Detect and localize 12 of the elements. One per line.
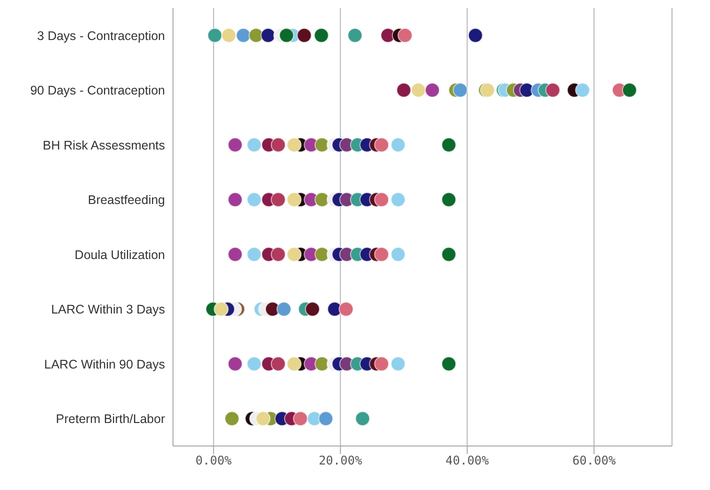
y-tick-label: Breastfeeding	[88, 193, 166, 208]
x-tick-label: 60.00%	[572, 454, 616, 468]
x-tick-label: 0.00%	[196, 454, 232, 468]
x-tick-label: 40.00%	[446, 454, 490, 468]
x-tick-label: 20.00%	[318, 454, 363, 468]
y-tick-label: LARC Within 90 Days	[44, 357, 165, 372]
y-tick-label: BH Risk Assessments	[42, 138, 165, 152]
y-tick-label: 90 Days - Contraception	[30, 84, 166, 98]
y-tick-label: Preterm Birth/Labor	[56, 412, 165, 426]
y-tick-label: Doula Utilization	[74, 248, 166, 262]
y-tick-label: LARC Within 3 Days	[51, 302, 165, 317]
y-tick-label: 3 Days - Contraception	[37, 28, 166, 43]
